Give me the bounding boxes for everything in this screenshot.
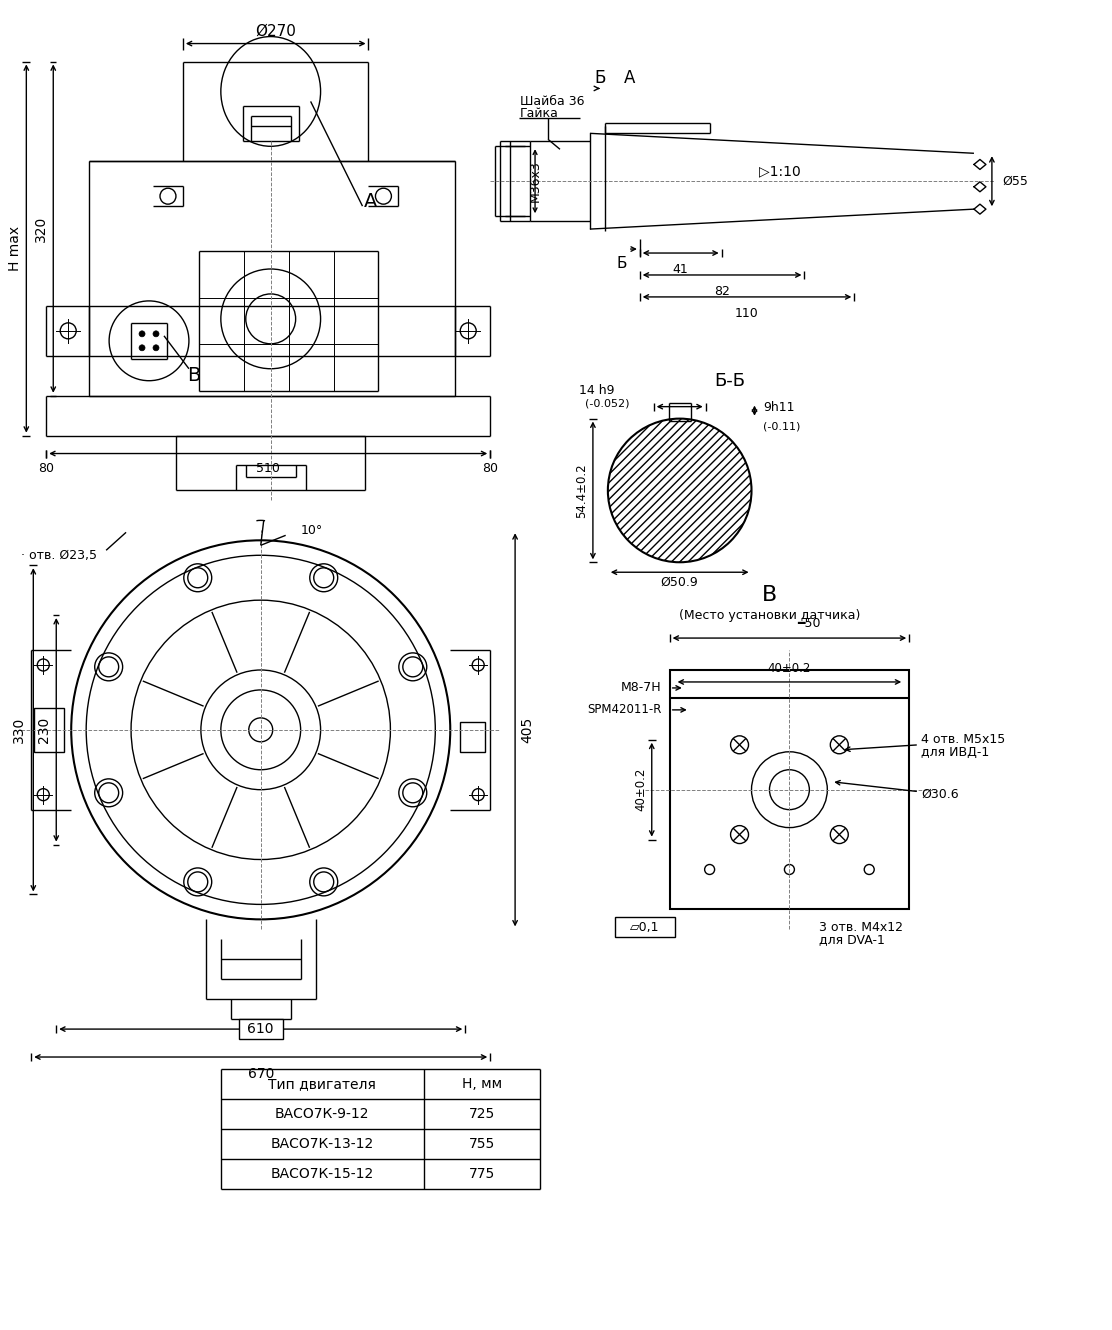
Text: 40±0.2: 40±0.2 [767, 662, 811, 676]
Bar [239, 1019, 282, 1039]
Circle shape [153, 331, 159, 336]
Text: 670: 670 [248, 1067, 274, 1081]
Text: A: A [364, 192, 377, 210]
Text: Б: Б [616, 255, 627, 270]
Text: ВАСО7К-15-12: ВАСО7К-15-12 [270, 1166, 374, 1181]
Text: Б-Б: Б-Б [714, 371, 745, 390]
Circle shape [153, 344, 159, 351]
Text: 775: 775 [468, 1166, 495, 1181]
Text: 54.4±0.2: 54.4±0.2 [575, 463, 588, 517]
Text: 320: 320 [34, 215, 48, 242]
Text: SPM42011-R: SPM42011-R [587, 704, 662, 717]
Text: 10°: 10° [300, 524, 322, 537]
Text: 82: 82 [714, 285, 729, 298]
Text: 110: 110 [735, 307, 758, 321]
Text: B: B [187, 366, 200, 386]
Text: Ø270: Ø270 [256, 24, 296, 39]
Text: ▱0,1: ▱0,1 [631, 920, 659, 934]
Circle shape [139, 331, 145, 336]
Text: Ø30.6: Ø30.6 [921, 789, 959, 801]
Text: ВАСО7К-9-12: ВАСО7К-9-12 [275, 1107, 369, 1121]
Text: 610: 610 [248, 1021, 274, 1036]
Text: ▱0,1: ▱0,1 [631, 920, 659, 934]
Text: 330: 330 [12, 717, 27, 743]
Text: 610: 610 [248, 1021, 274, 1036]
Text: (-0.052): (-0.052) [585, 399, 629, 408]
Circle shape [608, 419, 752, 563]
Text: 80: 80 [483, 462, 498, 475]
Text: 4 отв. М5х15: 4 отв. М5х15 [921, 733, 1005, 746]
Text: для DVA-1: для DVA-1 [820, 932, 885, 946]
Text: Ø55: Ø55 [1002, 174, 1027, 188]
Text: В: В [762, 585, 777, 605]
Text: · отв. Ø23,5: · отв. Ø23,5 [21, 549, 98, 561]
Text: М8-7Н: М8-7Н [622, 681, 662, 694]
Text: (Место установки датчика): (Место установки датчика) [678, 609, 861, 621]
Text: 9h11: 9h11 [764, 400, 795, 414]
Text: H max: H max [8, 226, 22, 271]
Text: 41: 41 [673, 263, 688, 277]
Bar [615, 918, 675, 938]
Text: 80: 80 [38, 462, 54, 475]
Text: ▷1:10: ▷1:10 [758, 164, 801, 178]
Bar [669, 670, 910, 910]
Text: Гайка: Гайка [520, 106, 559, 120]
Text: Шайба 36: Шайба 36 [520, 94, 585, 108]
Text: для ИВД-1: для ИВД-1 [921, 746, 990, 759]
Text: М36х3: М36х3 [528, 161, 542, 202]
Text: 405: 405 [520, 717, 534, 743]
Text: (-0.11): (-0.11) [764, 422, 801, 432]
Bar [460, 722, 485, 751]
Text: Н, мм: Н, мм [461, 1077, 502, 1091]
Bar [34, 708, 64, 751]
Text: 3 отв. М4х12: 3 отв. М4х12 [820, 920, 903, 934]
Text: ━50: ━50 [797, 617, 821, 630]
Circle shape [139, 344, 145, 351]
Text: Б: Б [594, 69, 606, 88]
Text: 230: 230 [38, 717, 51, 743]
Text: 755: 755 [468, 1137, 495, 1150]
Text: Ø50.9: Ø50.9 [661, 576, 698, 589]
Text: 725: 725 [468, 1107, 495, 1121]
Text: 14 h9: 14 h9 [579, 384, 615, 398]
Text: 510: 510 [256, 462, 280, 475]
Text: Тип двигателя: Тип двигателя [268, 1077, 376, 1091]
Text: 40±0.2: 40±0.2 [635, 767, 648, 811]
Text: ВАСО7К-13-12: ВАСО7К-13-12 [270, 1137, 374, 1150]
Text: А: А [624, 69, 635, 88]
